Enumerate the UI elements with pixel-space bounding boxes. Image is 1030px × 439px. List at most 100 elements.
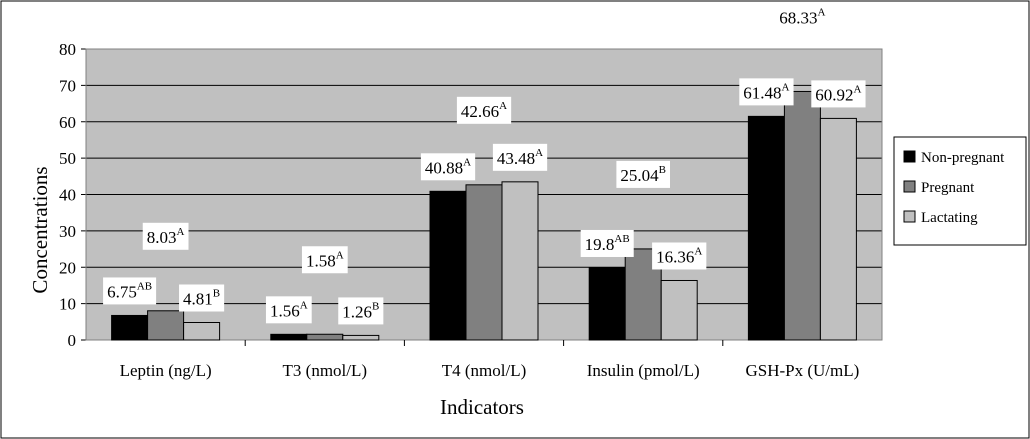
data-label-value: 42.66	[461, 102, 499, 121]
legend-label: Pregnant	[921, 180, 975, 196]
data-label-background	[811, 80, 866, 108]
data-label-value: 68.33	[779, 8, 817, 27]
data-label-text: 42.66A	[461, 100, 507, 121]
data-label-background	[456, 96, 512, 124]
data-label-background	[142, 222, 189, 250]
data-label: 16.36A	[652, 242, 707, 270]
data-label-text: 68.33A	[779, 6, 825, 27]
data-label-text: 16.36A	[656, 245, 702, 266]
y-tick-label: 0	[68, 331, 77, 350]
data-label-superscript: A	[336, 249, 344, 261]
data-label: 25.04B	[616, 160, 670, 188]
y-tick-label: 10	[59, 295, 76, 314]
data-label-superscript: A	[499, 100, 507, 112]
data-label-superscript: B	[372, 300, 379, 312]
bar-pregnant	[147, 310, 185, 341]
data-label-text: 60.92A	[815, 83, 861, 104]
data-label-background	[775, 3, 830, 31]
data-label-text: 43.48A	[497, 147, 543, 168]
data-label-text: 4.81B	[183, 288, 220, 309]
data-label-value: 16.36	[656, 247, 694, 266]
data-label-superscript: AB	[137, 280, 152, 292]
data-label: 43.48A	[492, 143, 548, 171]
x-tick-label: Insulin (pmol/L)	[587, 361, 700, 380]
data-label-background	[103, 277, 157, 305]
legend-label: Lactating	[921, 210, 978, 226]
data-label-value: 6.75	[107, 282, 137, 301]
bar-lactating	[501, 181, 539, 341]
data-label: 60.92A	[811, 80, 866, 108]
x-tick-label: T4 (nmol/L)	[442, 361, 527, 380]
bar-pregnant	[306, 333, 344, 341]
data-label-text: 25.04B	[620, 164, 666, 185]
data-label: 6.75AB	[103, 277, 157, 305]
data-label: 40.88A	[420, 153, 476, 181]
y-tick-label: 20	[59, 258, 76, 277]
data-label-background	[580, 229, 634, 257]
data-label-text: 61.48A	[743, 81, 789, 102]
data-label-text: 6.75AB	[107, 280, 152, 301]
data-label-value: 19.8	[585, 235, 615, 254]
data-label-background	[301, 246, 348, 274]
bar-pregnant	[465, 184, 503, 341]
data-label-superscript: A	[463, 156, 471, 168]
bar-non-pregnant	[111, 314, 149, 341]
data-label-value: 43.48	[497, 149, 535, 168]
data-label-value: 61.48	[743, 83, 781, 102]
data-label-value: 25.04	[620, 166, 659, 185]
data-label-background	[739, 78, 794, 106]
x-axis-title: Indicators	[440, 395, 524, 419]
data-label: 1.56A	[265, 296, 312, 324]
data-label-value: 1.26	[342, 302, 372, 321]
data-label-text: 1.56A	[270, 299, 308, 320]
data-label-text: 1.26B	[342, 300, 379, 321]
legend-label: Non-pregnant	[921, 150, 1005, 166]
data-label-value: 4.81	[183, 290, 213, 309]
data-label-superscript: A	[300, 299, 308, 311]
data-label-text: 40.88A	[425, 156, 471, 177]
data-label-superscript: A	[694, 245, 702, 257]
bar-non-pregnant	[747, 115, 785, 341]
data-label-background	[616, 160, 670, 188]
data-label: 4.81B	[179, 284, 225, 312]
bar-lactating	[660, 279, 698, 341]
data-label-background	[265, 296, 312, 324]
data-label-superscript: A	[176, 226, 184, 238]
bar-non-pregnant	[429, 190, 467, 341]
data-label-value: 8.03	[147, 228, 177, 247]
data-label-background	[652, 242, 707, 270]
bar-non-pregnant	[270, 333, 308, 341]
x-tick-label: GSH-Px (U/mL)	[745, 361, 859, 380]
data-label-value: 1.58	[306, 251, 336, 270]
legend-swatch	[903, 180, 916, 193]
data-label-superscript: A	[782, 81, 790, 93]
data-label: 1.58A	[301, 246, 348, 274]
data-label-background	[492, 143, 548, 171]
y-tick-label: 60	[59, 113, 76, 132]
y-axis-title: Concentrations	[28, 166, 52, 293]
x-tick-label: Leptin (ng/L)	[120, 361, 212, 380]
bar-lactating	[819, 117, 857, 341]
data-label-value: 60.92	[815, 85, 853, 104]
legend-swatch	[903, 150, 916, 163]
data-label-superscript: A	[818, 6, 826, 18]
data-label: 1.26B	[338, 297, 384, 325]
data-label: 8.03A	[142, 222, 189, 250]
y-tick-label: 80	[59, 40, 76, 59]
data-label-text: 19.8AB	[585, 233, 630, 254]
data-label: 19.8AB	[580, 229, 634, 257]
data-label-background	[179, 284, 225, 312]
data-label-value: 40.88	[425, 158, 463, 177]
legend: Non-pregnant Pregnant Lactating	[893, 136, 1027, 246]
data-label-text: 8.03A	[147, 226, 185, 247]
data-label-superscript: B	[213, 288, 220, 300]
data-label-superscript: A	[854, 83, 862, 95]
bar-lactating	[342, 334, 380, 341]
data-label: 61.48A	[739, 78, 794, 106]
data-label-value: 1.56	[270, 301, 300, 320]
data-label-superscript: AB	[614, 233, 629, 245]
bar-lactating	[183, 322, 221, 341]
y-tick-label: 70	[59, 76, 76, 95]
